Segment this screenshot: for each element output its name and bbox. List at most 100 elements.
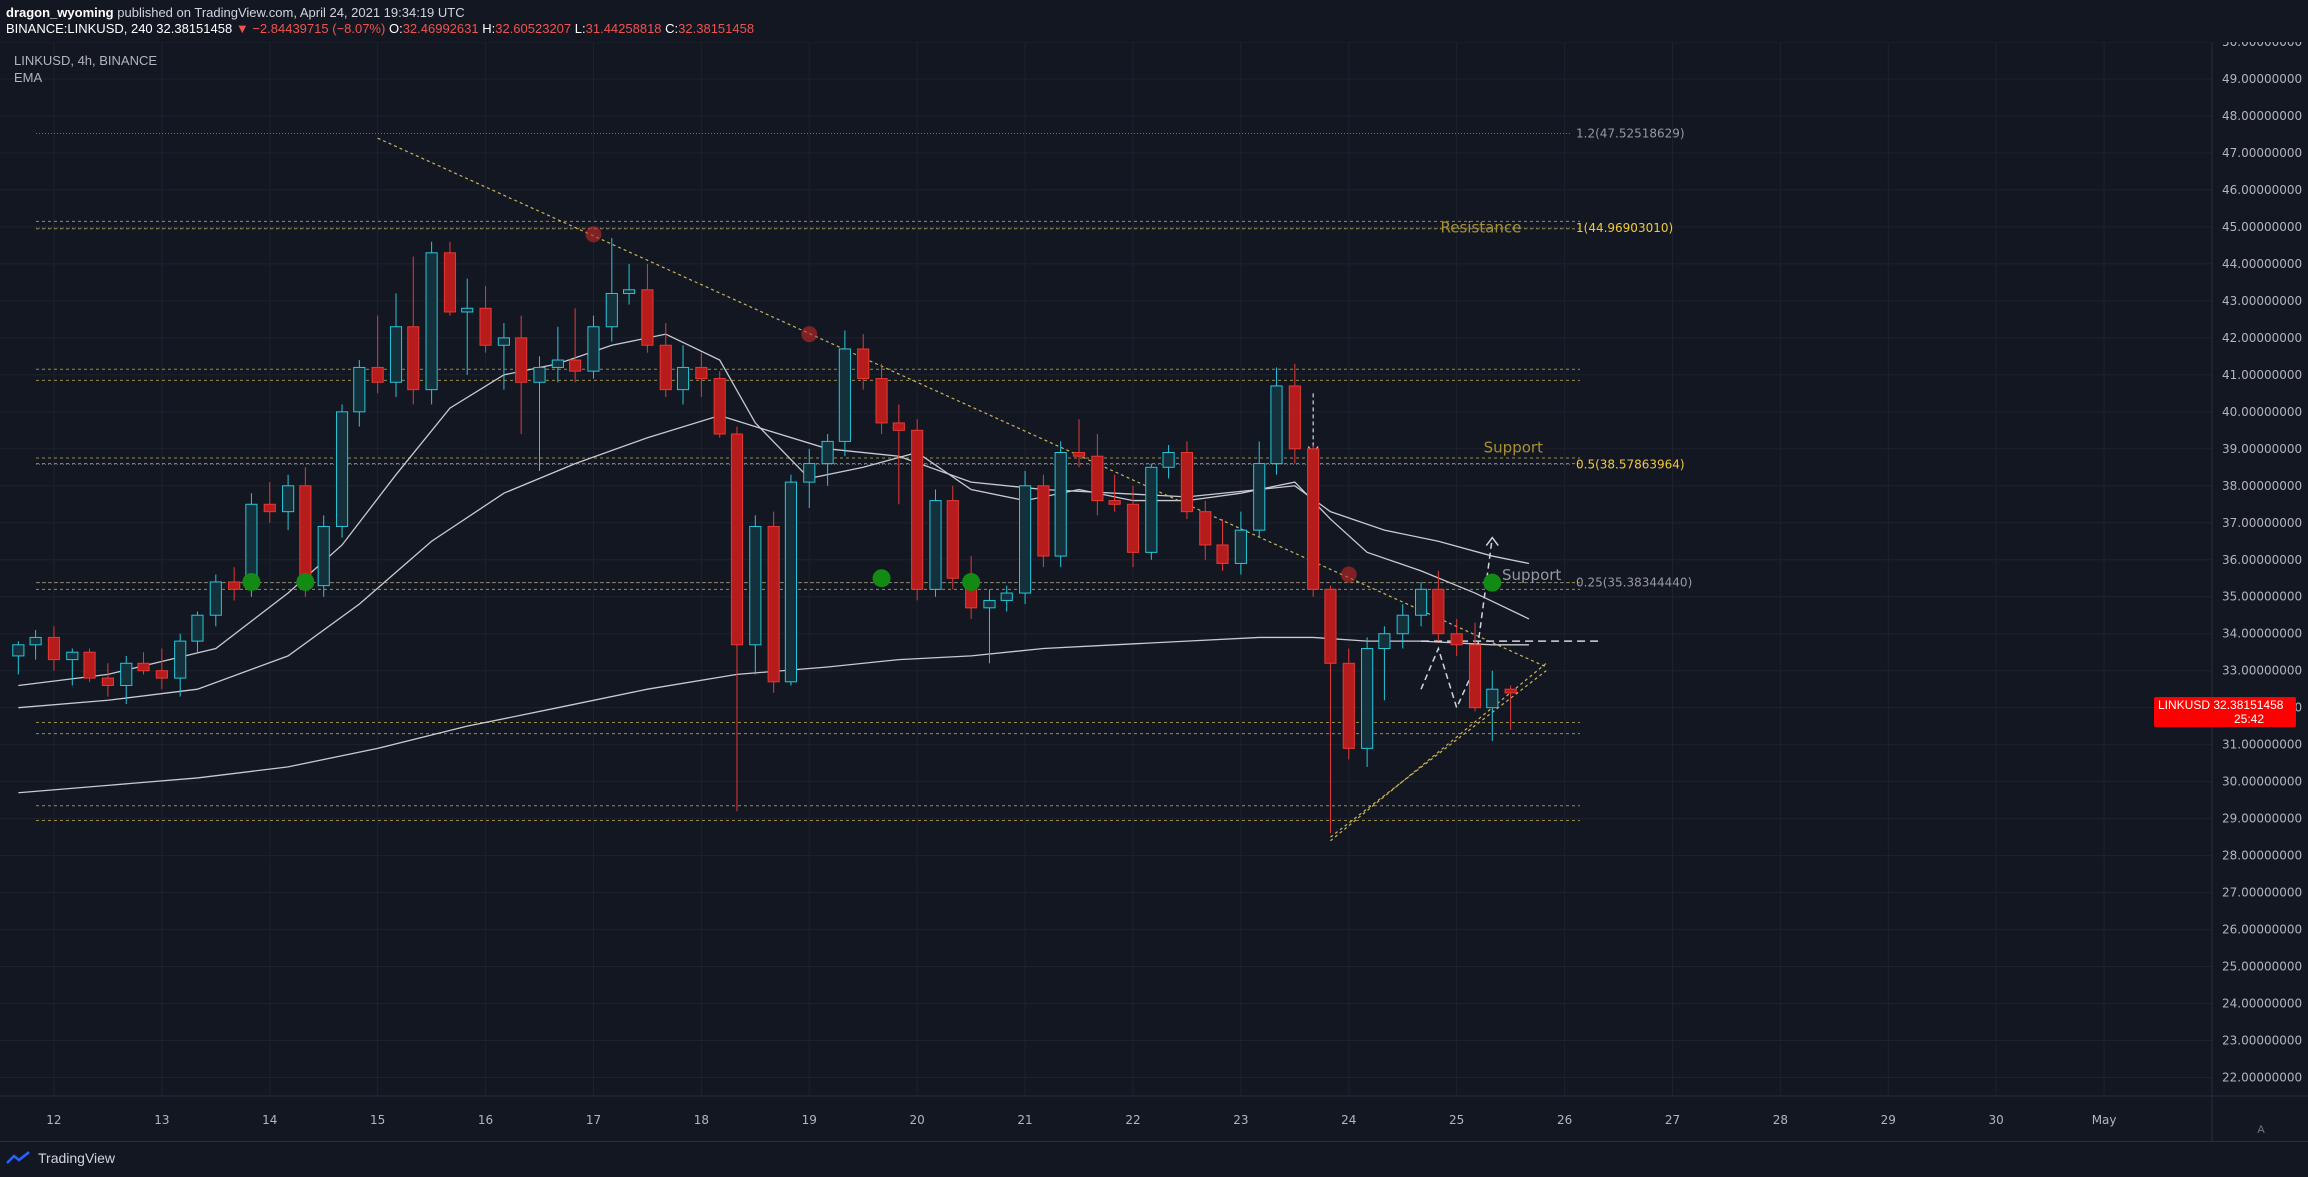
price-tick-label: 33.00000000 [2222, 664, 2302, 678]
time-tick-label: 16 [478, 1113, 493, 1127]
price-tick-label: 24.00000000 [2222, 997, 2302, 1011]
candle-body [767, 525, 780, 683]
chart-footer: TradingView A [0, 1124, 2308, 1177]
candle-body [1018, 485, 1032, 594]
price-tick-label: 40.00000000 [2222, 405, 2302, 419]
candle-body [282, 485, 295, 513]
candle-body [425, 252, 438, 391]
candle-body [1378, 633, 1391, 650]
price-tick-label: 44.00000000 [2222, 257, 2302, 271]
candle-body [191, 614, 204, 642]
candle-body [587, 326, 600, 372]
brand-label: TradingView [38, 1150, 116, 1166]
candle-body [1486, 688, 1499, 709]
candle-body [803, 463, 816, 483]
price-tick-label: 41.00000000 [2222, 368, 2302, 382]
price-tick-label: 29.00000000 [2222, 812, 2302, 826]
publisher-name[interactable]: dragon_wyoming [6, 5, 114, 20]
ema-line-mid [18, 414, 1530, 709]
candle-body [1108, 500, 1121, 505]
legend-symbol[interactable]: LINKUSD, 4h, BINANCE [14, 53, 158, 68]
price-tick-label: 23.00000000 [2222, 1034, 2302, 1048]
candle-body [1162, 452, 1175, 468]
candle-body [1342, 662, 1355, 749]
candle-body [1091, 455, 1104, 502]
time-tick-label: 25 [1449, 1113, 1464, 1127]
candle-body [66, 651, 79, 661]
candle-body [12, 644, 25, 657]
support-marker [242, 572, 261, 591]
candle-body [551, 359, 564, 368]
candle-body [101, 677, 114, 686]
price-change: ▼ −2.84439715 (−8.07%) [235, 21, 386, 36]
legend-indicator[interactable]: EMA [14, 70, 43, 85]
candle-body [695, 366, 708, 380]
candle-body [47, 636, 61, 661]
price-tick-label: 28.00000000 [2222, 849, 2302, 863]
low-value: 31.44258818 [585, 21, 662, 36]
time-tick-label: 23 [1233, 1113, 1248, 1127]
resistance-marker [585, 226, 602, 243]
chart-background [0, 42, 2308, 1141]
time-tick-label: 14 [262, 1113, 277, 1127]
candle-body [1037, 485, 1050, 557]
price-tick-label: 45.00000000 [2222, 220, 2302, 234]
support-marker [296, 572, 315, 591]
candle-body [155, 670, 168, 679]
candle-body [911, 429, 924, 590]
candle-body [1288, 385, 1301, 450]
price-tick-label: 42.00000000 [2222, 331, 2302, 345]
candle-body [929, 500, 942, 590]
candle-body [228, 581, 241, 590]
candle-body [605, 292, 618, 328]
resistance-marker [801, 326, 818, 343]
price-tick-label: 38.00000000 [2222, 479, 2302, 493]
annotation-label: Support [1484, 439, 1543, 457]
tradingview-brand[interactable]: TradingView [6, 1150, 115, 1166]
annotations: Resistance Support Support [1440, 218, 1561, 584]
candle-body [676, 366, 690, 391]
candle-body [946, 500, 959, 579]
time-tick-label: 28 [1773, 1113, 1788, 1127]
candle-body [263, 503, 276, 513]
candle-body [1253, 463, 1266, 531]
candle-body [838, 348, 851, 442]
axis-auto-button[interactable]: A [2257, 1124, 2265, 1136]
candle-body [1396, 614, 1409, 635]
close-value: 32.38151458 [678, 21, 755, 36]
low-label: L: [574, 21, 586, 36]
candle-body [371, 366, 384, 383]
candle-body [821, 440, 834, 465]
candle-body [1432, 588, 1445, 635]
candle-body [730, 433, 744, 646]
support-marker [962, 572, 981, 591]
candle-body [1504, 688, 1517, 694]
publish-info: dragon_wyoming published on TradingView.… [6, 5, 465, 20]
candle-body [1000, 592, 1013, 601]
ema-line-long [18, 636, 1529, 794]
candle-body [983, 599, 996, 609]
candle-body [317, 525, 330, 587]
fib-level-label: 0.5(38.57863964) [1576, 457, 1685, 471]
annotation-label: Support [1502, 566, 1561, 584]
candle-body [1234, 529, 1247, 564]
price-chart[interactable]: 1.2(47.52518629) 1(44.96903010) 0.5(38.578… [0, 42, 2308, 1141]
grid-lines [0, 42, 2212, 1096]
candle-body [1145, 466, 1158, 553]
candle-body [1468, 644, 1482, 709]
close-label: C: [665, 21, 679, 36]
projection-arrow-head [1485, 536, 1499, 547]
candle-body [1199, 511, 1212, 546]
price-tag-symbol: LINKUSD [2158, 698, 2211, 712]
price-tick-label: 39.00000000 [2222, 442, 2302, 456]
price-tag-countdown: 25:42 [2234, 712, 2265, 726]
price-tick-label: 22.00000000 [2222, 1071, 2302, 1085]
time-tick-label: 13 [154, 1113, 169, 1127]
candle-body [389, 326, 403, 383]
candle-body [29, 636, 42, 646]
time-axis[interactable]: 12 13 14 15 16 17 18 19 20 21 22 23 24 25 26 27 28 29 30 Ma… [0, 1095, 2308, 1127]
candles [12, 238, 1517, 834]
time-tick-label: 22 [1125, 1113, 1140, 1127]
candle-body [353, 366, 366, 413]
current-price-tag: LINKUSD 32.38151458 25:42 [2154, 697, 2296, 727]
